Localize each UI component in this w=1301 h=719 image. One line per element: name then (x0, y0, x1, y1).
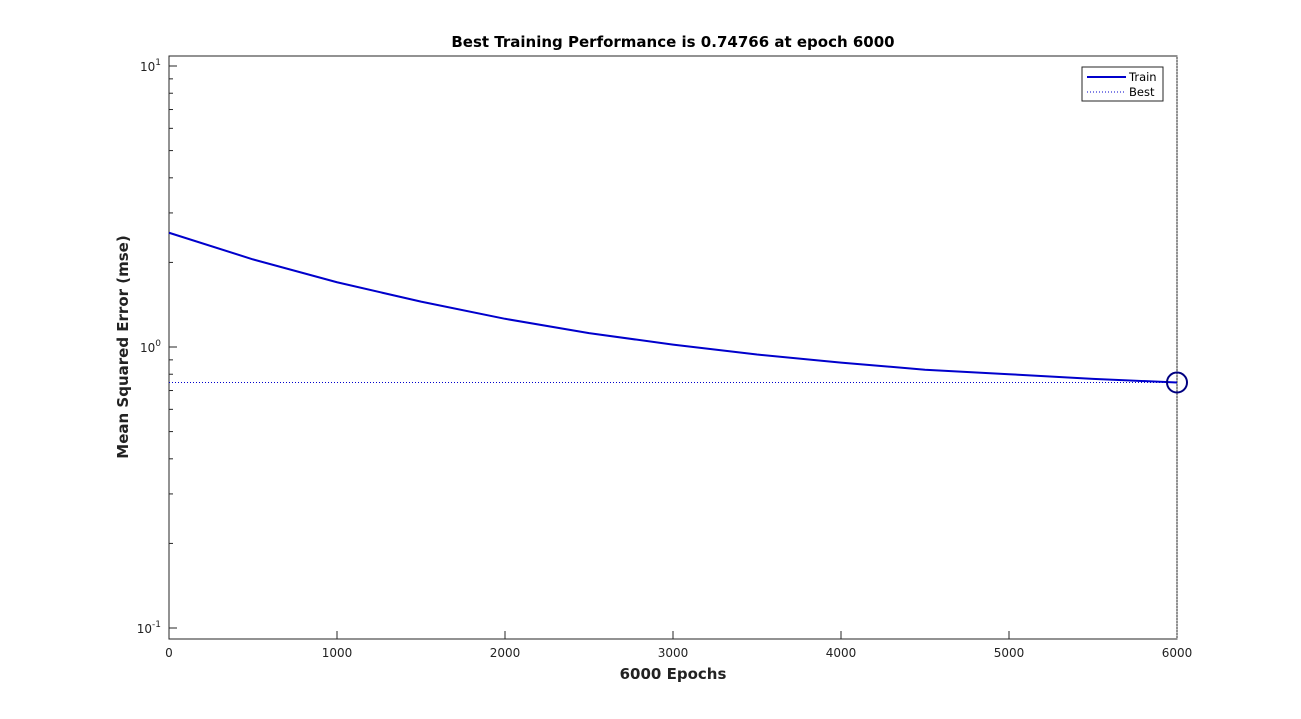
legend-box (1081, 66, 1164, 102)
y-axis-label: Mean Squared Error (mse) (114, 235, 132, 458)
legend-best-label: Best (1129, 85, 1155, 99)
x-tick-label: 4000 (826, 646, 857, 660)
y-tick-label: 100 (140, 339, 161, 355)
series-train-line (168, 231, 1178, 384)
legend-train-label: Train (1128, 70, 1157, 84)
x-tick-label: 2000 (490, 646, 521, 660)
y-tick-label: 101 (140, 58, 161, 74)
x-axis-ticks: 0 1000 2000 3000 4000 5000 6000 (165, 631, 1192, 660)
best-point-marker (1166, 371, 1188, 394)
x-tick-label: 3000 (658, 646, 689, 660)
y-tick-label: 10-1 (137, 620, 161, 636)
x-tick-label: 1000 (322, 646, 353, 660)
chart-title: Best Training Performance is 0.74766 at … (451, 33, 894, 51)
x-tick-label: 5000 (994, 646, 1025, 660)
y-axis-ticks: 10-1 100 101 (137, 58, 177, 636)
legend: Train Best (1081, 66, 1164, 102)
plot-area (168, 55, 1178, 640)
x-tick-label: 0 (165, 646, 173, 660)
x-axis-label: 6000 Epochs (620, 665, 727, 683)
x-tick-label: 6000 (1162, 646, 1193, 660)
